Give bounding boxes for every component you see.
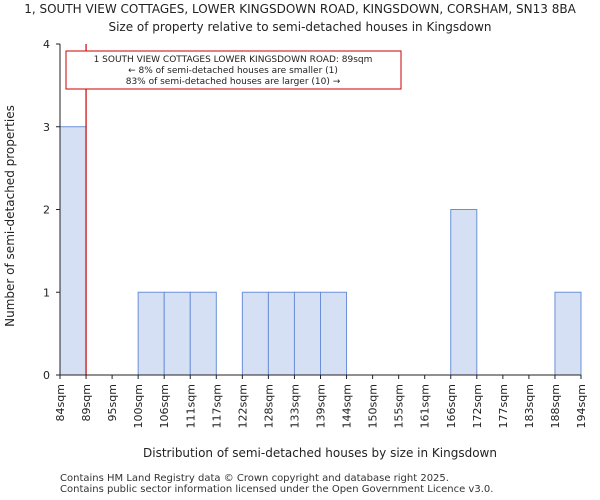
- x-tick-label: 95sqm: [106, 384, 119, 421]
- x-tick-label: 106sqm: [158, 384, 171, 428]
- x-axis-label: Distribution of semi-detached houses by …: [143, 446, 497, 460]
- x-tick-label: 117sqm: [210, 384, 223, 428]
- x-tick-label: 122sqm: [236, 384, 249, 428]
- bar-122sqm: [241, 291, 269, 376]
- bar-111sqm: [189, 291, 217, 376]
- annotation-line-3: 83% of semi-detached houses are larger (…: [126, 77, 341, 87]
- bar-188sqm: [554, 291, 582, 376]
- chart-title: 1, SOUTH VIEW COTTAGES, LOWER KINGSDOWN …: [24, 2, 576, 16]
- bar-128sqm: [267, 291, 295, 376]
- y-tick-label: 0: [43, 369, 50, 382]
- footer-line-1: Contains HM Land Registry data © Crown c…: [60, 473, 449, 484]
- x-tick-label: 172sqm: [471, 384, 484, 428]
- y-tick-label: 2: [43, 204, 50, 217]
- x-tick-label: 150sqm: [367, 384, 380, 428]
- x-tick-label: 144sqm: [341, 384, 354, 428]
- annotation-line-2: ← 8% of semi-detached houses are smaller…: [128, 66, 338, 76]
- annotation-line-1: 1 SOUTH VIEW COTTAGES LOWER KINGSDOWN RO…: [94, 55, 373, 65]
- bar-166sqm: [450, 209, 478, 376]
- x-tick-label: 188sqm: [549, 384, 562, 428]
- y-tick-label: 1: [43, 286, 50, 299]
- x-tick-label: 133sqm: [288, 384, 301, 428]
- bar-84sqm: [59, 126, 87, 376]
- x-tick-label: 89sqm: [80, 384, 93, 421]
- y-ticks-group: 0 1 2 3 4: [43, 38, 60, 382]
- y-axis-label: Number of semi-detached properties: [3, 105, 17, 327]
- x-tick-label: 128sqm: [262, 384, 275, 428]
- x-tick-label: 84sqm: [54, 384, 67, 421]
- bar-139sqm: [320, 291, 348, 376]
- bar-106sqm: [163, 291, 191, 376]
- annotation-box: [65, 50, 402, 90]
- footer: Contains HM Land Registry data © Crown c…: [60, 473, 493, 495]
- x-tick-label: 161sqm: [419, 384, 432, 428]
- bar-100sqm: [137, 291, 165, 376]
- chart-subtitle: Size of property relative to semi-detach…: [108, 20, 491, 34]
- bar-133sqm: [293, 291, 322, 376]
- x-tick-label: 166sqm: [445, 384, 458, 428]
- x-tick-label: 183sqm: [523, 384, 536, 428]
- y-tick-label: 3: [43, 121, 50, 134]
- x-tick-label: 177sqm: [497, 384, 510, 428]
- bars-group: [59, 126, 582, 376]
- y-tick-label: 4: [43, 38, 50, 51]
- x-tick-label: 100sqm: [132, 384, 145, 428]
- x-ticks-group: 84sqm 89sqm 95sqm 100sqm 106sqm 111sqm 117sqm 1…: [54, 375, 588, 428]
- x-tick-label: 139sqm: [315, 384, 328, 428]
- x-tick-label: 111sqm: [184, 384, 197, 428]
- x-tick-label: 155sqm: [393, 384, 406, 428]
- x-tick-label: 194sqm: [575, 384, 588, 428]
- footer-line-2: Contains public sector information licen…: [60, 484, 494, 495]
